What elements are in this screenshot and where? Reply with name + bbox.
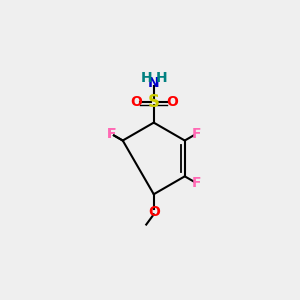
Text: S: S [148,93,160,111]
Text: H: H [156,71,167,85]
Text: N: N [148,76,160,90]
Text: H: H [140,71,152,85]
Text: O: O [130,95,142,109]
Text: F: F [192,127,201,141]
Text: O: O [148,205,160,219]
Text: F: F [106,127,116,141]
Text: F: F [192,176,201,190]
Text: F: F [106,127,116,141]
Text: O: O [166,95,178,109]
